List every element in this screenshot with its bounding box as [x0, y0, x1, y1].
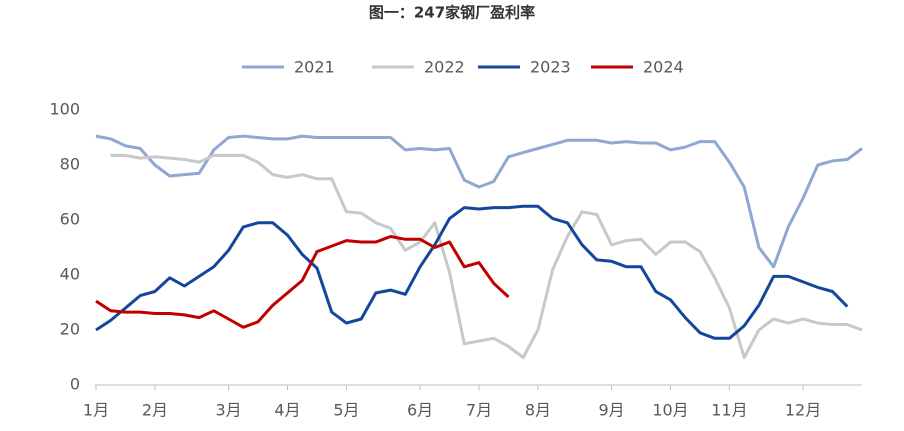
- legend-label: 2022: [424, 58, 465, 77]
- y-tick-label: 60: [60, 210, 80, 229]
- x-tick-label: 9月: [598, 401, 624, 420]
- chart-title: 图一：247家钢厂盈利率: [369, 4, 535, 22]
- y-tick-label: 100: [49, 100, 80, 119]
- series-line: [95, 204, 849, 340]
- x-tick-label: 10月: [652, 401, 688, 420]
- x-tick-label: 5月: [333, 401, 359, 420]
- x-tick-label: 7月: [466, 401, 492, 420]
- legend-label: 2024: [643, 58, 684, 77]
- x-tick-label: 4月: [274, 401, 300, 420]
- x-tick-label: 6月: [407, 401, 433, 420]
- x-tick-label: 3月: [215, 401, 241, 420]
- series-line: [95, 235, 510, 329]
- legend-label: 2023: [530, 58, 571, 77]
- legend-label: 2021: [294, 58, 335, 77]
- x-tick-label: 1月: [83, 401, 109, 420]
- x-tick-label: 11月: [711, 401, 747, 420]
- y-tick-label: 20: [60, 320, 80, 339]
- x-tick-label: 12月: [785, 401, 821, 420]
- y-tick-label: 0: [70, 375, 80, 394]
- x-tick-label: 2月: [142, 401, 168, 420]
- series-line: [95, 134, 863, 269]
- y-tick-label: 80: [60, 155, 80, 174]
- x-tick-label: 8月: [525, 401, 551, 420]
- y-tick-label: 40: [60, 265, 80, 284]
